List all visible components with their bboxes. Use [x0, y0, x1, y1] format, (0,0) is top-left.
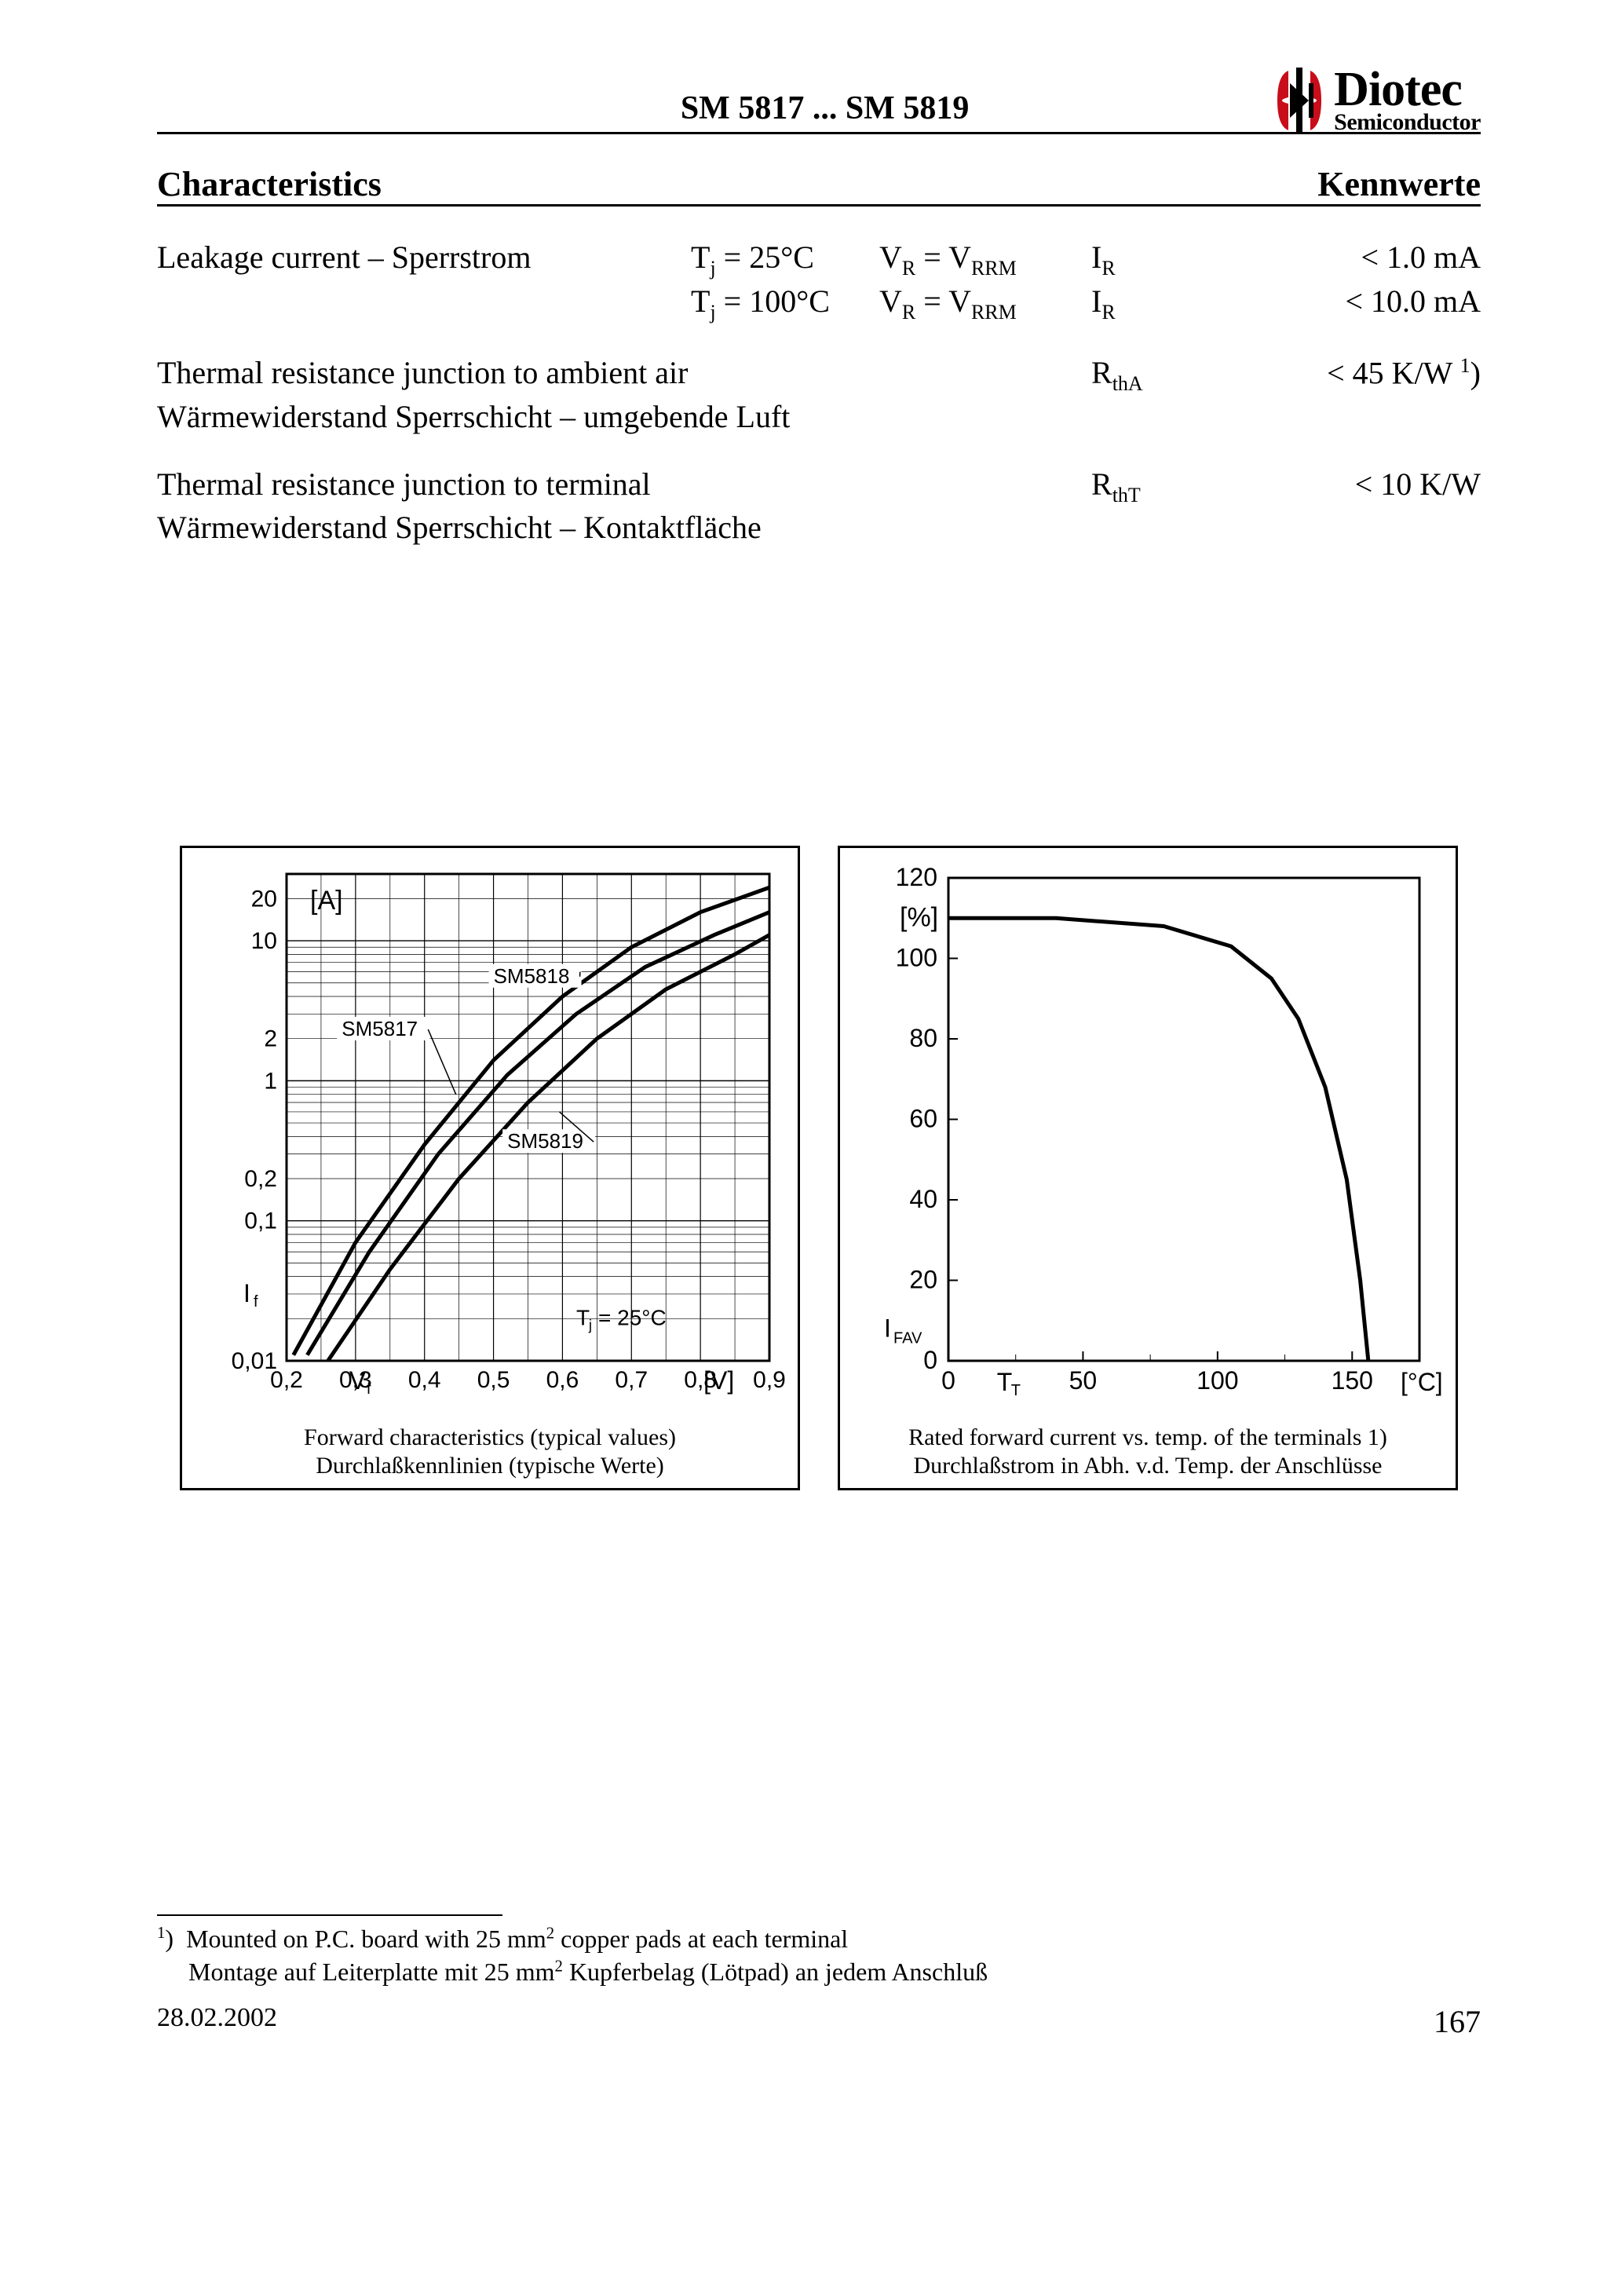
- svg-text:T: T: [576, 1305, 590, 1329]
- spec-desc-en: Thermal resistance junction to ambient a…: [157, 353, 1091, 397]
- derating-chart: 0 50 100 150 0 20 40 60 80 100 120 [%] IFAV TT [°C] Ra…: [838, 846, 1458, 1490]
- spec-sym: RthT: [1091, 465, 1193, 509]
- footer-date: 28.02.2002: [157, 2003, 277, 2040]
- svg-text:0,7: 0,7: [615, 1367, 648, 1393]
- svg-text:0: 0: [923, 1346, 937, 1374]
- svg-text:[%]: [%]: [900, 903, 938, 933]
- logo-main-text: Diotec: [1334, 68, 1481, 112]
- svg-text:f: f: [367, 1380, 371, 1398]
- spec-sym: IR: [1091, 282, 1193, 326]
- spec-rthT: Thermal resistance junction to terminal …: [157, 465, 1481, 548]
- chart-left-svg: 0,20,30,40,50,60,70,80,90,010,10,2121020…: [196, 862, 785, 1412]
- diotec-glyph-icon: [1273, 64, 1326, 137]
- svg-text:[A]: [A]: [310, 886, 343, 916]
- svg-text:100: 100: [1196, 1366, 1238, 1395]
- chart-right-caption-de: Durchlaßstrom in Abh. v.d. Temp. der Ans…: [854, 1452, 1441, 1480]
- svg-text:10: 10: [251, 928, 277, 954]
- spec-desc-de: Wärmewiderstand Sperrschicht – Kontaktfl…: [157, 508, 762, 547]
- spec-val: < 10 K/W: [1193, 465, 1481, 509]
- svg-text:f: f: [254, 1293, 258, 1311]
- svg-text:0,9: 0,9: [753, 1367, 785, 1393]
- spec-val: < 1.0 mA: [1193, 238, 1481, 282]
- spec-cond1: Tj = 25°C: [691, 238, 879, 282]
- spec-val: < 45 K/W 1): [1193, 353, 1481, 397]
- chart-right-caption-en: Rated forward current vs. temp. of the t…: [854, 1424, 1441, 1452]
- doc-title: SM 5817 ... SM 5819: [157, 90, 1273, 127]
- svg-text:0,2: 0,2: [244, 1166, 277, 1192]
- page-footer: 28.02.2002 167: [157, 2003, 1481, 2040]
- svg-text:50: 50: [1069, 1366, 1098, 1395]
- spec-sym: IR: [1091, 238, 1193, 282]
- svg-text:SM5818: SM5818: [494, 964, 570, 988]
- svg-text:T: T: [1011, 1382, 1021, 1399]
- spec-desc-en: Thermal resistance junction to terminal: [157, 465, 1091, 509]
- svg-text:60: 60: [909, 1105, 937, 1133]
- footnote-de: Montage auf Leiterplatte mit 25 mm2 Kupf…: [188, 1958, 988, 1986]
- spec-cond2: VR = VRRM: [879, 238, 1091, 282]
- logo-sub-text: Semiconductor: [1334, 112, 1481, 133]
- svg-text:0,5: 0,5: [477, 1367, 510, 1393]
- spec-leakage: Leakage current – Sperrstrom Tj = 25°C V…: [157, 238, 1481, 325]
- svg-text:[°C]: [°C]: [1401, 1368, 1443, 1396]
- svg-text:I: I: [884, 1314, 891, 1342]
- spec-cond2: VR = VRRM: [879, 282, 1091, 326]
- svg-text:T: T: [997, 1368, 1013, 1396]
- svg-text:SM5819: SM5819: [507, 1129, 583, 1153]
- svg-text:1: 1: [264, 1068, 277, 1094]
- svg-text:80: 80: [909, 1024, 937, 1052]
- svg-text:20: 20: [251, 886, 277, 912]
- section-heading: Characteristics Kennwerte: [157, 164, 1481, 207]
- svg-text:SM5817: SM5817: [342, 1017, 418, 1040]
- footnote-rule: [157, 1914, 502, 1916]
- svg-text:0,1: 0,1: [244, 1208, 277, 1234]
- svg-text:[V]: [V]: [703, 1366, 734, 1395]
- brand-logo: Diotec Semiconductor: [1273, 64, 1481, 137]
- svg-text:0,6: 0,6: [546, 1367, 579, 1393]
- spec-desc-de: Wärmewiderstand Sperrschicht – umgebende…: [157, 397, 790, 437]
- chart-right-svg: 0 50 100 150 0 20 40 60 80 100 120 [%] IFAV TT [°C]: [854, 862, 1443, 1412]
- svg-text:I: I: [243, 1279, 250, 1307]
- spec-cond1: Tj = 100°C: [691, 282, 879, 326]
- svg-text:0: 0: [941, 1366, 955, 1395]
- svg-text:FAV: FAV: [893, 1329, 922, 1347]
- chart-left-caption-de: Durchlaßkennlinien (typische Werte): [196, 1452, 784, 1480]
- svg-text:0,01: 0,01: [232, 1348, 277, 1374]
- svg-text:100: 100: [896, 944, 937, 972]
- svg-text:120: 120: [896, 863, 937, 891]
- svg-text:2: 2: [264, 1026, 277, 1052]
- svg-text:150: 150: [1332, 1366, 1373, 1395]
- page-header: SM 5817 ... SM 5819 Diotec Semiconductor: [157, 55, 1481, 134]
- charts-container: 0,20,30,40,50,60,70,80,90,010,10,2121020…: [157, 846, 1481, 1490]
- footer-page-number: 167: [1434, 2003, 1481, 2040]
- footnote-en: Mounted on P.C. board with 25 mm2 copper…: [186, 1925, 848, 1953]
- spec-rthA: Thermal resistance junction to ambient a…: [157, 353, 1481, 437]
- svg-text:20: 20: [909, 1266, 937, 1294]
- footnote: 1) Mounted on P.C. board with 25 mm2 cop…: [157, 1922, 1481, 1989]
- svg-text:= 25°C: = 25°C: [598, 1305, 667, 1329]
- svg-text:V: V: [349, 1366, 367, 1395]
- svg-text:j: j: [588, 1317, 592, 1333]
- forward-characteristics-chart: 0,20,30,40,50,60,70,80,90,010,10,2121020…: [180, 846, 800, 1490]
- spec-sym: RthA: [1091, 353, 1193, 397]
- svg-text:40: 40: [909, 1185, 937, 1213]
- section-left: Characteristics: [157, 164, 382, 204]
- spec-val: < 10.0 mA: [1193, 282, 1481, 326]
- section-right: Kennwerte: [1317, 164, 1481, 204]
- svg-text:0,4: 0,4: [408, 1367, 441, 1393]
- chart-left-caption-en: Forward characteristics (typical values): [196, 1424, 784, 1452]
- spec-desc: Leakage current – Sperrstrom: [157, 238, 691, 282]
